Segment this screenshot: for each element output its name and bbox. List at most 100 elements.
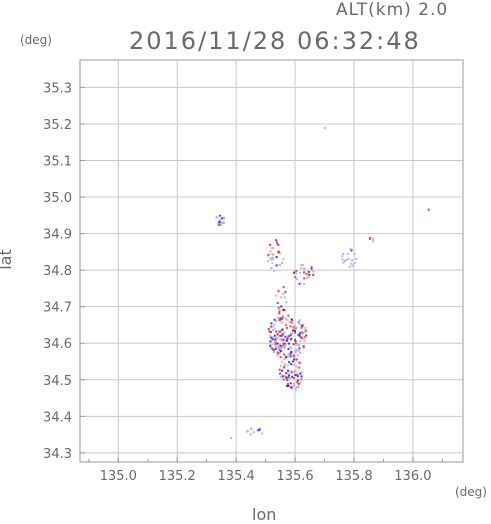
radar-point bbox=[268, 334, 271, 337]
radar-point bbox=[294, 338, 296, 341]
radar-point bbox=[299, 332, 301, 335]
radar-point bbox=[290, 332, 293, 335]
radar-point bbox=[288, 374, 290, 377]
radar-point bbox=[287, 372, 290, 375]
radar-point bbox=[303, 340, 306, 343]
radar-point bbox=[291, 318, 293, 321]
radar-point bbox=[275, 330, 278, 333]
radar-point bbox=[300, 264, 303, 266]
x-axis-label: lon bbox=[252, 505, 277, 524]
radar-point bbox=[275, 319, 278, 322]
radar-point bbox=[275, 294, 278, 297]
radar-point bbox=[270, 267, 273, 269]
y-tick-label: 35.3 bbox=[43, 81, 72, 96]
radar-point bbox=[269, 344, 272, 347]
radar-point bbox=[350, 249, 353, 252]
radar-point bbox=[280, 321, 283, 324]
radar-point bbox=[295, 278, 298, 281]
radar-point bbox=[285, 372, 288, 374]
x-tick-label: 135.2 bbox=[159, 469, 196, 484]
radar-point bbox=[271, 262, 274, 265]
radar-point bbox=[292, 377, 295, 379]
radar-point bbox=[282, 308, 284, 311]
radar-point bbox=[307, 275, 310, 278]
y-axis-label: lat bbox=[0, 249, 15, 270]
radar-point bbox=[288, 361, 291, 364]
radar-point bbox=[296, 379, 299, 382]
radar-point bbox=[285, 376, 288, 379]
radar-point bbox=[297, 350, 300, 352]
x-tick-label: 135.6 bbox=[276, 469, 313, 484]
radar-point bbox=[310, 266, 313, 269]
radar-point bbox=[282, 293, 285, 295]
radar-point bbox=[270, 258, 273, 261]
y-tick-label: 35.0 bbox=[43, 191, 72, 206]
grid-lines bbox=[80, 60, 463, 462]
radar-point bbox=[293, 271, 295, 274]
radar-point bbox=[297, 383, 300, 385]
radar-point bbox=[310, 267, 313, 270]
radar-point bbox=[301, 264, 304, 267]
radar-point bbox=[304, 326, 307, 329]
radar-point bbox=[294, 276, 297, 279]
radar-point bbox=[270, 336, 273, 339]
radar-point bbox=[219, 215, 222, 218]
radar-point bbox=[280, 334, 283, 337]
radar-point bbox=[289, 317, 292, 320]
x-tick-label: 135.0 bbox=[100, 469, 137, 484]
radar-point bbox=[294, 358, 297, 361]
radar-point bbox=[296, 381, 299, 384]
radar-point bbox=[298, 282, 301, 285]
radar-point bbox=[282, 258, 285, 260]
radar-point bbox=[294, 331, 297, 334]
radar-point bbox=[279, 344, 282, 347]
radar-point bbox=[303, 267, 306, 270]
radar-point bbox=[276, 337, 278, 340]
radar-point bbox=[270, 345, 272, 348]
radar-point bbox=[272, 348, 275, 351]
radar-point bbox=[245, 430, 248, 433]
x-tick-label: 135.8 bbox=[335, 469, 372, 484]
radar-point bbox=[278, 345, 281, 347]
radar-point bbox=[277, 317, 280, 319]
radar-point bbox=[279, 351, 282, 354]
radar-point bbox=[276, 241, 278, 244]
radar-point bbox=[302, 347, 305, 350]
radar-point bbox=[292, 319, 295, 322]
radar-point bbox=[221, 217, 224, 220]
radar-point bbox=[295, 365, 298, 368]
radar-point bbox=[305, 334, 308, 337]
radar-point bbox=[291, 375, 294, 378]
radar-point bbox=[289, 382, 292, 385]
radar-point bbox=[283, 346, 286, 349]
radar-point bbox=[215, 216, 218, 219]
radar-point bbox=[287, 385, 290, 387]
radar-point bbox=[281, 360, 284, 363]
radar-point bbox=[283, 296, 286, 299]
radar-point bbox=[295, 272, 298, 275]
radar-point bbox=[369, 237, 371, 240]
radar-point bbox=[278, 319, 281, 322]
radar-point bbox=[276, 333, 279, 336]
radar-point bbox=[278, 263, 281, 266]
radar-point bbox=[276, 243, 279, 246]
radar-point bbox=[292, 384, 295, 387]
radar-point bbox=[351, 264, 354, 267]
radar-point bbox=[272, 329, 275, 331]
radar-point bbox=[274, 348, 277, 350]
radar-point bbox=[291, 360, 294, 363]
radar-point bbox=[276, 342, 279, 345]
radar-point bbox=[278, 368, 281, 371]
radar-point bbox=[283, 364, 286, 367]
radar-point bbox=[294, 351, 297, 354]
radar-point bbox=[289, 339, 292, 342]
radar-point bbox=[220, 221, 223, 224]
radar-point bbox=[299, 379, 302, 382]
radar-point bbox=[277, 251, 280, 253]
radar-point bbox=[312, 269, 315, 272]
radar-point bbox=[246, 429, 249, 432]
radar-point bbox=[304, 337, 307, 340]
radar-point bbox=[287, 347, 290, 350]
radar-point bbox=[284, 345, 287, 348]
radar-point bbox=[282, 375, 284, 378]
